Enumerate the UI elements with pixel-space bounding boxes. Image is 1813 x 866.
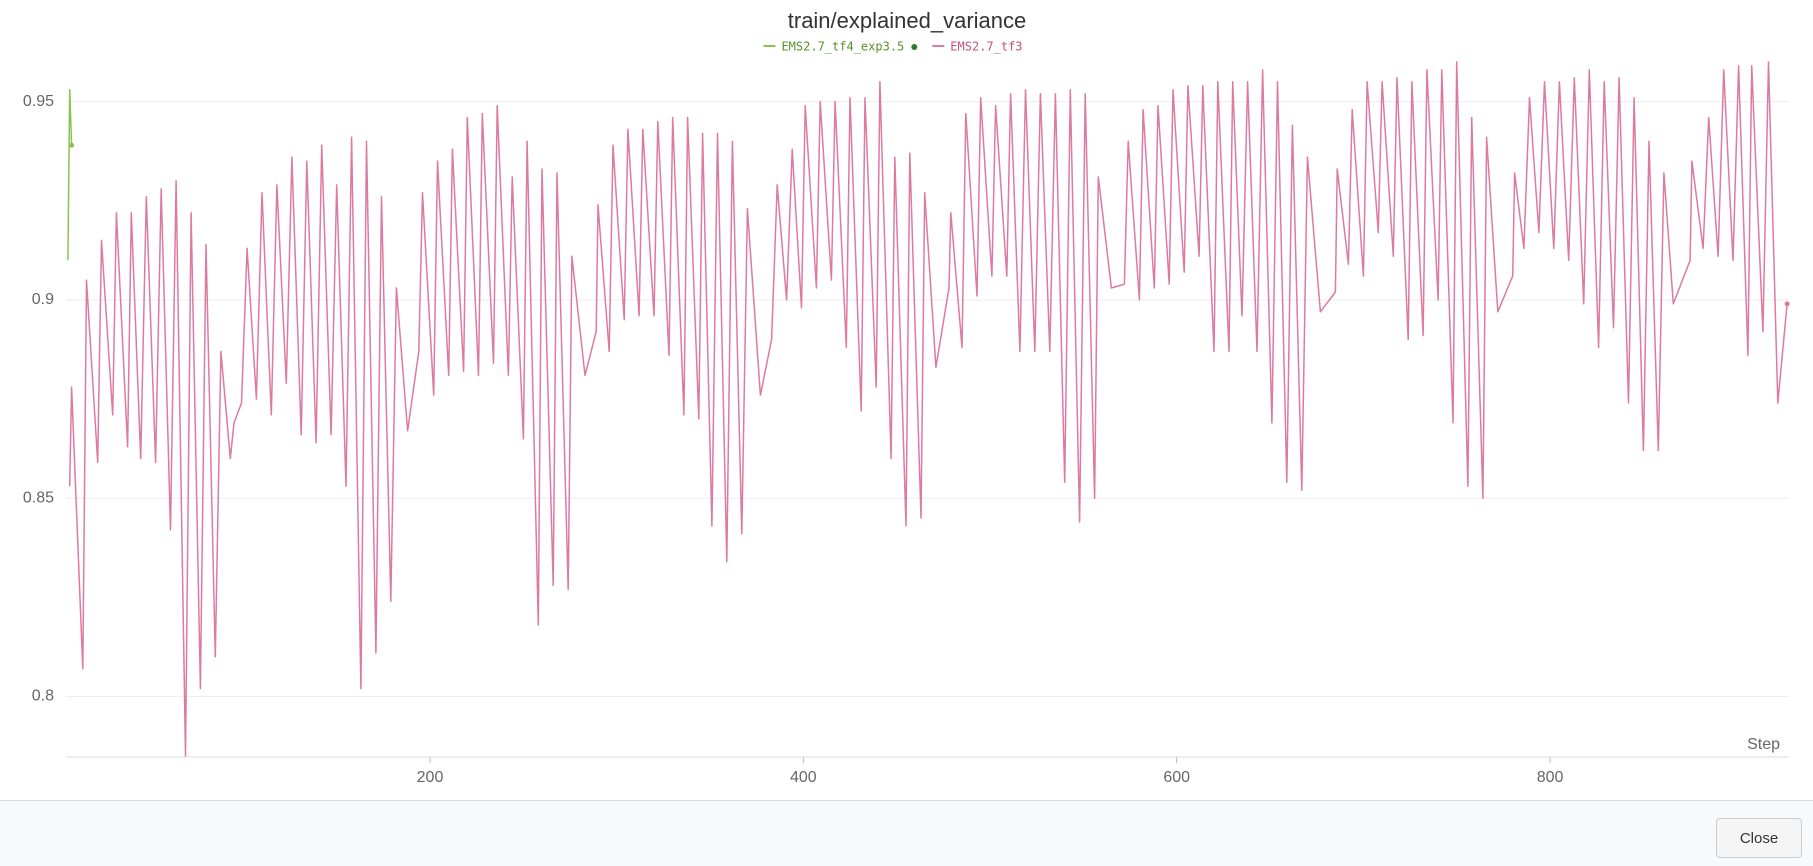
chart-title: train/explained_variance [788, 8, 1027, 33]
x-tick-label: 200 [417, 769, 444, 786]
y-tick-label: 0.8 [32, 688, 54, 705]
y-tick-label: 0.9 [32, 291, 54, 308]
legend-label: EMS2.7_tf4_exp3.5 [781, 40, 904, 54]
footer: Close [0, 800, 1813, 866]
y-tick-label: 0.95 [23, 93, 54, 110]
legend-label: EMS2.7_tf3 [950, 40, 1022, 54]
legend-running-dot [911, 44, 918, 50]
series-line [68, 61, 1788, 757]
x-tick-label: 800 [1537, 769, 1564, 786]
close-button[interactable]: Close [1716, 818, 1802, 858]
y-tick-label: 0.85 [23, 489, 54, 506]
x-tick-label: 600 [1163, 769, 1190, 786]
end-point [1784, 301, 1790, 307]
end-point [69, 142, 75, 148]
chart: train/explained_variance Step 0.8 0.85 0.9… [23, 8, 1790, 786]
series-line [67, 88, 73, 261]
x-axis-label: Step [1747, 736, 1780, 753]
x-tick-label: 400 [790, 769, 817, 786]
